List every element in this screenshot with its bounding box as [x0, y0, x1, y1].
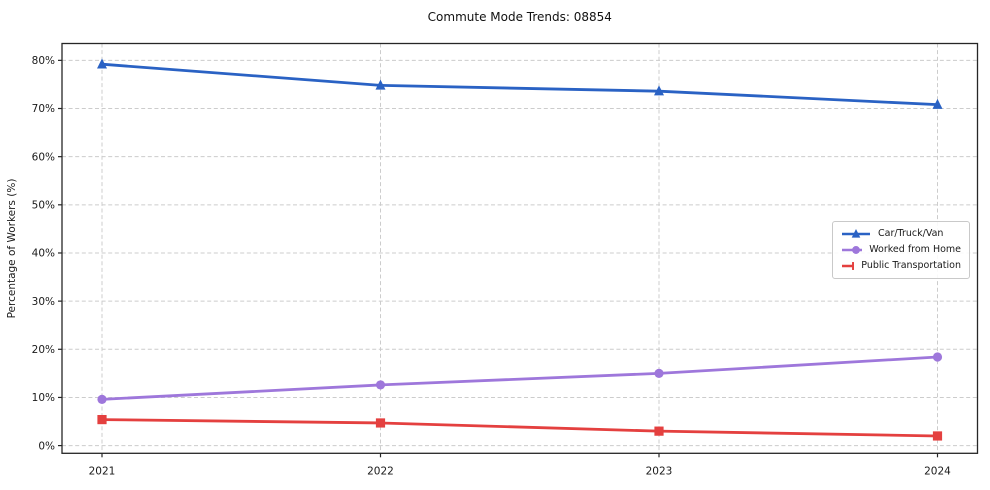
x-tick-label: 2023 [646, 465, 673, 477]
square-marker [932, 431, 943, 441]
triangle-marker [97, 58, 107, 69]
legend-label: Public Transportation [861, 260, 961, 272]
circle-marker [97, 394, 107, 404]
legend-item: Public Transportation [841, 260, 961, 272]
chart-title: Commute Mode Trends: 08854 [428, 10, 612, 24]
legend-label: Car/Truck/Van [878, 228, 944, 240]
circle-marker [654, 368, 664, 378]
legend-item: Worked from Home [841, 244, 961, 256]
square-marker [654, 426, 664, 436]
triangle-marker [375, 79, 386, 90]
series-line [100, 62, 939, 107]
y-tick-label: 0% [38, 440, 55, 452]
circle-legend-swatch-icon [842, 246, 863, 254]
circle-marker [375, 380, 386, 390]
y-tick-label: 60% [32, 151, 55, 163]
square-marker [852, 262, 855, 270]
triangle-marker [654, 85, 664, 96]
square-marker [375, 418, 386, 428]
circle-marker [852, 246, 860, 254]
x-tick-label: 2022 [367, 465, 394, 477]
y-tick-label: 20% [32, 344, 55, 356]
y-tick-label: 30% [32, 296, 55, 308]
square-marker [97, 414, 107, 425]
series-public-transportation [97, 414, 943, 441]
triangle-marker [851, 229, 861, 238]
axis-layer: 0% 10% 20% 30% 40% 50% 60% 70% 80% 2021 2022 2023 20… [32, 42, 979, 477]
square-legend-swatch-icon [842, 262, 855, 270]
plot-border [61, 42, 979, 454]
y-tick-label: 70% [32, 103, 55, 115]
y-axis-label: Percentage of Workers (%) [6, 179, 18, 319]
series-car-truck-van [97, 58, 943, 109]
grid-layer [62, 43, 978, 454]
series-layer [97, 58, 943, 441]
circle-marker [932, 352, 943, 362]
x-tick-label: 2024 [924, 465, 951, 477]
series-worked-from-home [97, 352, 943, 404]
legend: Car/Truck/Van Worked from Home Public Tran… [832, 221, 970, 279]
x-tick-label: 2021 [89, 465, 116, 477]
series-line [100, 355, 939, 401]
legend-label: Worked from Home [869, 244, 961, 256]
triangle-legend-swatch-icon [842, 229, 870, 238]
series-line [100, 418, 939, 438]
y-tick-label: 10% [32, 392, 55, 404]
y-tick-label: 80% [32, 55, 55, 67]
legend-item: Car/Truck/Van [841, 228, 961, 240]
triangle-marker [932, 98, 943, 109]
y-tick-label: 40% [32, 248, 55, 260]
y-tick-label: 50% [32, 199, 55, 211]
